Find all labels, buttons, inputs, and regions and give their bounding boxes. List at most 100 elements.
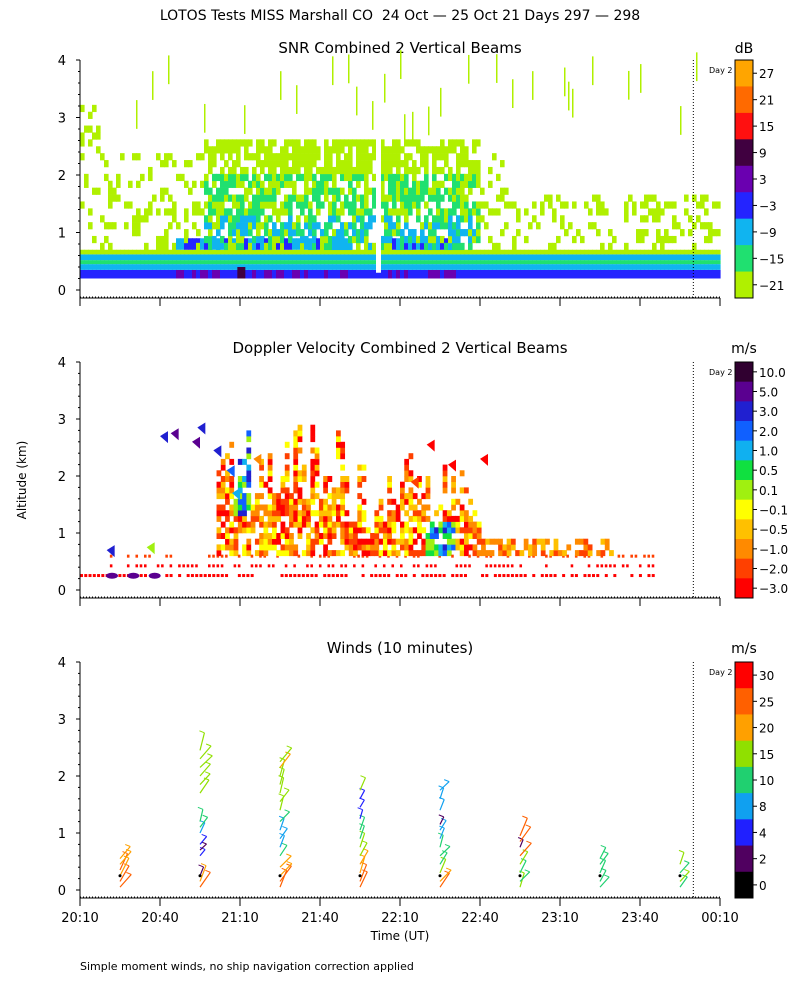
- snr-cell: [668, 235, 673, 244]
- snr-cell: [276, 153, 281, 161]
- doppler-cell: [353, 538, 358, 545]
- snr-cell: [568, 264, 573, 270]
- doppler-cell: [370, 538, 375, 545]
- snr-cell: [276, 238, 281, 250]
- snr-cell: [548, 201, 553, 209]
- doppler-cell: [225, 574, 229, 578]
- doppler-cell: [442, 515, 448, 522]
- snr-cell: [460, 160, 465, 168]
- snr-cell: [660, 235, 665, 244]
- snr-cell: [212, 153, 217, 161]
- doppler-cell: [280, 550, 286, 557]
- snr-cell: [240, 215, 245, 223]
- snr-cell: [160, 187, 165, 195]
- snr-cell: [620, 264, 625, 270]
- snr-cell: [200, 153, 205, 161]
- doppler-cell: [101, 574, 105, 578]
- snr-cell: [236, 260, 241, 265]
- wind-barb: [199, 865, 207, 882]
- snr-cell: [112, 269, 117, 279]
- snr-cell: [472, 173, 477, 182]
- snr-cell: [220, 264, 225, 270]
- snr-cell: [248, 208, 253, 216]
- snr-cell: [224, 160, 229, 168]
- snr-cell: [336, 160, 341, 168]
- doppler-cell: [340, 510, 346, 517]
- snr-cell: [220, 187, 225, 195]
- doppler-cell: [429, 564, 433, 568]
- doppler-cell: [284, 533, 290, 539]
- snr-cell: [360, 173, 365, 182]
- doppler-cell: [353, 533, 358, 539]
- snr-cell: [360, 254, 365, 261]
- snr-cell: [496, 269, 501, 279]
- snr-cell: [472, 264, 477, 270]
- doppler-cell: [340, 574, 344, 578]
- snr-cell: [300, 146, 305, 154]
- doppler-cell: [485, 554, 488, 558]
- snr-cell: [412, 264, 417, 270]
- snr-cell: [488, 166, 493, 175]
- snr-cell: [556, 264, 561, 270]
- snr-cell: [172, 249, 177, 255]
- snr-cell: [604, 264, 609, 270]
- wind-barb: [199, 732, 206, 751]
- snr-cell: [384, 264, 389, 270]
- doppler-cell: [259, 554, 262, 558]
- snr-cell: [340, 146, 345, 154]
- snr-cell: [232, 264, 237, 270]
- snr-cell: [712, 229, 717, 237]
- wind-barb-flag: [197, 806, 204, 810]
- snr-cell: [148, 173, 153, 182]
- snr-cell: [232, 249, 237, 255]
- colorbar-label: −2.0: [759, 563, 788, 577]
- snr-cell: [252, 194, 257, 202]
- snr-cell: [580, 249, 585, 255]
- snr-cell: [580, 254, 585, 261]
- doppler-cell: [237, 527, 243, 534]
- snr-cell: [216, 146, 221, 154]
- doppler-cell: [250, 504, 256, 511]
- snr-cell: [232, 222, 237, 230]
- snr-cell: [300, 160, 305, 168]
- snr-cell: [352, 194, 357, 202]
- snr-cell: [388, 160, 393, 168]
- snr-cell: [480, 264, 485, 270]
- doppler-cell: [336, 515, 341, 522]
- snr-cell: [132, 153, 137, 161]
- snr-cell: [136, 269, 141, 279]
- snr-cell: [400, 249, 405, 255]
- snr-cell: [348, 264, 353, 270]
- snr-cell: [148, 269, 153, 279]
- snr-cell: [644, 215, 649, 223]
- snr-cell: [272, 254, 277, 261]
- snr-cell: [192, 222, 197, 230]
- snr-cell: [420, 187, 425, 195]
- snr-cell: [348, 153, 353, 161]
- doppler-cell: [126, 554, 130, 558]
- snr-cell: [84, 180, 89, 188]
- doppler-cell: [425, 550, 431, 557]
- snr-cell: [392, 249, 397, 255]
- snr-cell: [632, 260, 637, 265]
- snr-cell: [460, 249, 465, 255]
- snr-cell: [200, 180, 205, 188]
- snr-cell: [692, 242, 697, 251]
- snr-cell: [212, 160, 217, 168]
- wind-barb: [119, 846, 131, 860]
- snr-cell: [516, 229, 521, 237]
- snr-cell: [252, 249, 257, 255]
- wind-barb-flag: [526, 840, 532, 844]
- doppler-cell: [357, 464, 363, 471]
- snr-cell: [652, 254, 657, 261]
- snr-cell: [360, 264, 365, 270]
- snr-cell: [416, 146, 421, 154]
- snr-cell: [428, 269, 433, 279]
- snr-cell: [528, 249, 533, 255]
- colorbar-swatch: [735, 793, 753, 820]
- snr-cell: [112, 264, 117, 270]
- snr-cell: [220, 235, 225, 244]
- snr-cell: [624, 249, 629, 255]
- doppler-panel: Doppler Velocity Combined 2 Vertical Bea…: [58, 339, 788, 606]
- snr-cell: [472, 201, 477, 209]
